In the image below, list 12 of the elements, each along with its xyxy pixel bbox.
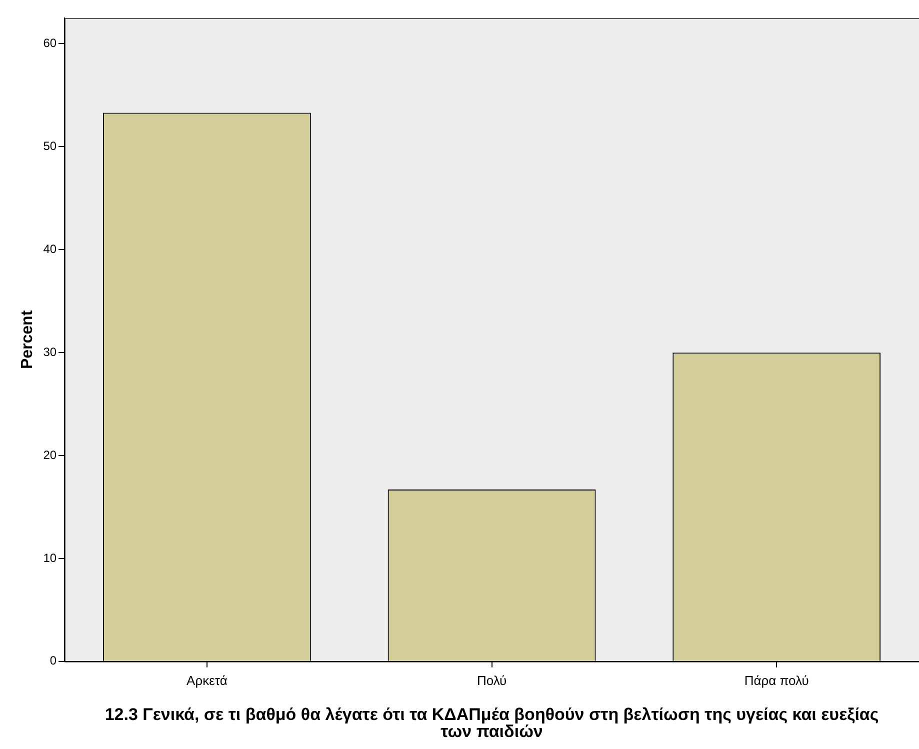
x-axis-title: 12.3 Γενικά, σε τι βαθμό θα λέγατε ότι τα ΚΔΑΠμέα βοηθούν στη βελτίωση της υγείας και ευεξίας των παιδιών: [104, 705, 879, 742]
x-tick-label: Πάρα πολύ: [744, 672, 809, 688]
y-tick-label: 60: [43, 36, 57, 50]
x-tick-label: Πολύ: [476, 672, 507, 688]
y-tick-label: 20: [43, 448, 57, 462]
y-tick-label: 40: [43, 242, 57, 256]
y-tick-label: 30: [43, 344, 57, 359]
y-tick-label: 0: [50, 654, 57, 668]
y-tick-label: 10: [43, 550, 57, 565]
x-tick-label: Αρκετά: [186, 672, 228, 688]
y-axis-title: Percent: [19, 310, 36, 370]
y-tick-label: 50: [43, 138, 57, 153]
